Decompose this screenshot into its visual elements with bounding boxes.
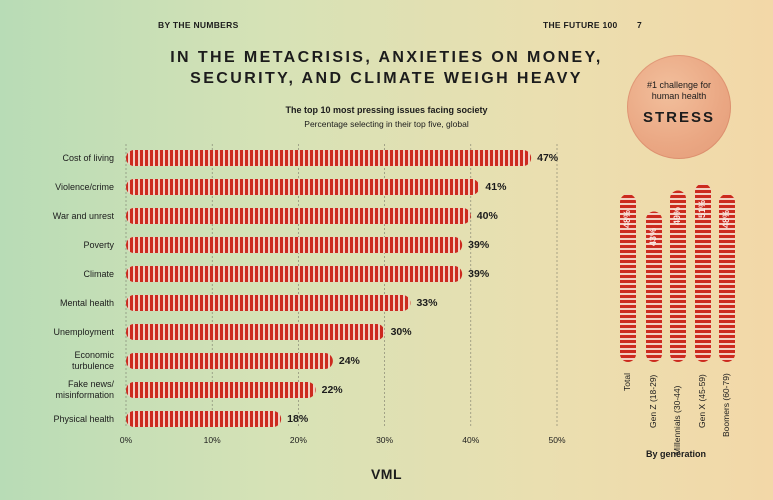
bar <box>126 237 463 253</box>
category-label: Violence/crime <box>55 181 114 192</box>
value-label: 40% <box>476 209 498 222</box>
category-label: Fake news/ misinformation <box>55 379 114 400</box>
category-label: Physical health <box>53 413 114 424</box>
generation-label: Millennials (30-44) <box>672 385 682 456</box>
generation-value-label: 48% <box>622 209 632 228</box>
x-tick-label: 40% <box>462 435 480 445</box>
generation-value-label: 51% <box>697 199 707 218</box>
bar <box>126 150 532 166</box>
bar <box>126 324 385 340</box>
bar <box>126 179 480 195</box>
value-label: 41% <box>485 180 507 193</box>
x-tick-label: 0% <box>119 435 133 445</box>
value-label: 18% <box>287 412 309 425</box>
value-label: 30% <box>390 325 412 338</box>
value-label: 47% <box>537 151 559 164</box>
category-label: Climate <box>83 268 114 279</box>
value-label: 39% <box>468 267 490 280</box>
page-title: IN THE METACRISIS, ANXIETIES ON MONEY, S… <box>170 49 603 87</box>
value-label: 39% <box>468 238 490 251</box>
bar <box>126 411 282 427</box>
generation-axis-title: By generation <box>646 449 707 459</box>
value-label: 22% <box>321 383 343 396</box>
vml-logo: VML <box>370 466 403 482</box>
category-label: Economic turbulence <box>71 350 114 371</box>
generation-value-label: 43% <box>648 227 658 246</box>
generation-label: Total <box>622 373 632 391</box>
generation-bar <box>620 194 636 362</box>
generation-label: Gen Z (18-29) <box>648 374 658 428</box>
value-label: 24% <box>338 354 360 367</box>
generation-label: Gen X (45-59) <box>697 373 707 428</box>
bar <box>126 208 471 224</box>
chart-title: The top 10 most pressing issues facing s… <box>285 105 488 115</box>
x-tick-label: 20% <box>289 435 307 445</box>
generation-bar <box>719 194 735 362</box>
category-label: Unemployment <box>53 326 114 337</box>
value-label: 33% <box>416 296 438 309</box>
bar <box>126 295 411 311</box>
x-tick-label: 10% <box>203 435 221 445</box>
bar <box>126 266 463 282</box>
section-label: BY THE NUMBERS <box>158 20 239 30</box>
generation-bar <box>670 190 686 362</box>
category-label: Poverty <box>83 239 114 250</box>
generation-value-label: 48% <box>721 209 731 228</box>
x-tick-label: 30% <box>376 435 394 445</box>
generation-bar <box>646 211 662 362</box>
stress-badge <box>627 55 731 159</box>
bar <box>126 353 333 369</box>
generation-bar <box>695 183 711 362</box>
bar <box>126 382 316 398</box>
generation-label: Boomers (60-79) <box>721 373 731 437</box>
category-label: Mental health <box>59 297 114 308</box>
page-number: 7 <box>637 20 643 30</box>
chart-subtitle: Percentage selecting in their top five, … <box>304 119 469 129</box>
publication-name: THE FUTURE 100 <box>543 20 618 30</box>
category-label: War and unrest <box>52 210 114 221</box>
x-tick-label: 50% <box>548 435 566 445</box>
badge-headline: STRESS <box>642 109 715 126</box>
category-label: Cost of living <box>62 152 114 163</box>
badge-caption: #1 challenge for human health <box>646 80 712 101</box>
generation-value-label: 49% <box>672 206 682 225</box>
